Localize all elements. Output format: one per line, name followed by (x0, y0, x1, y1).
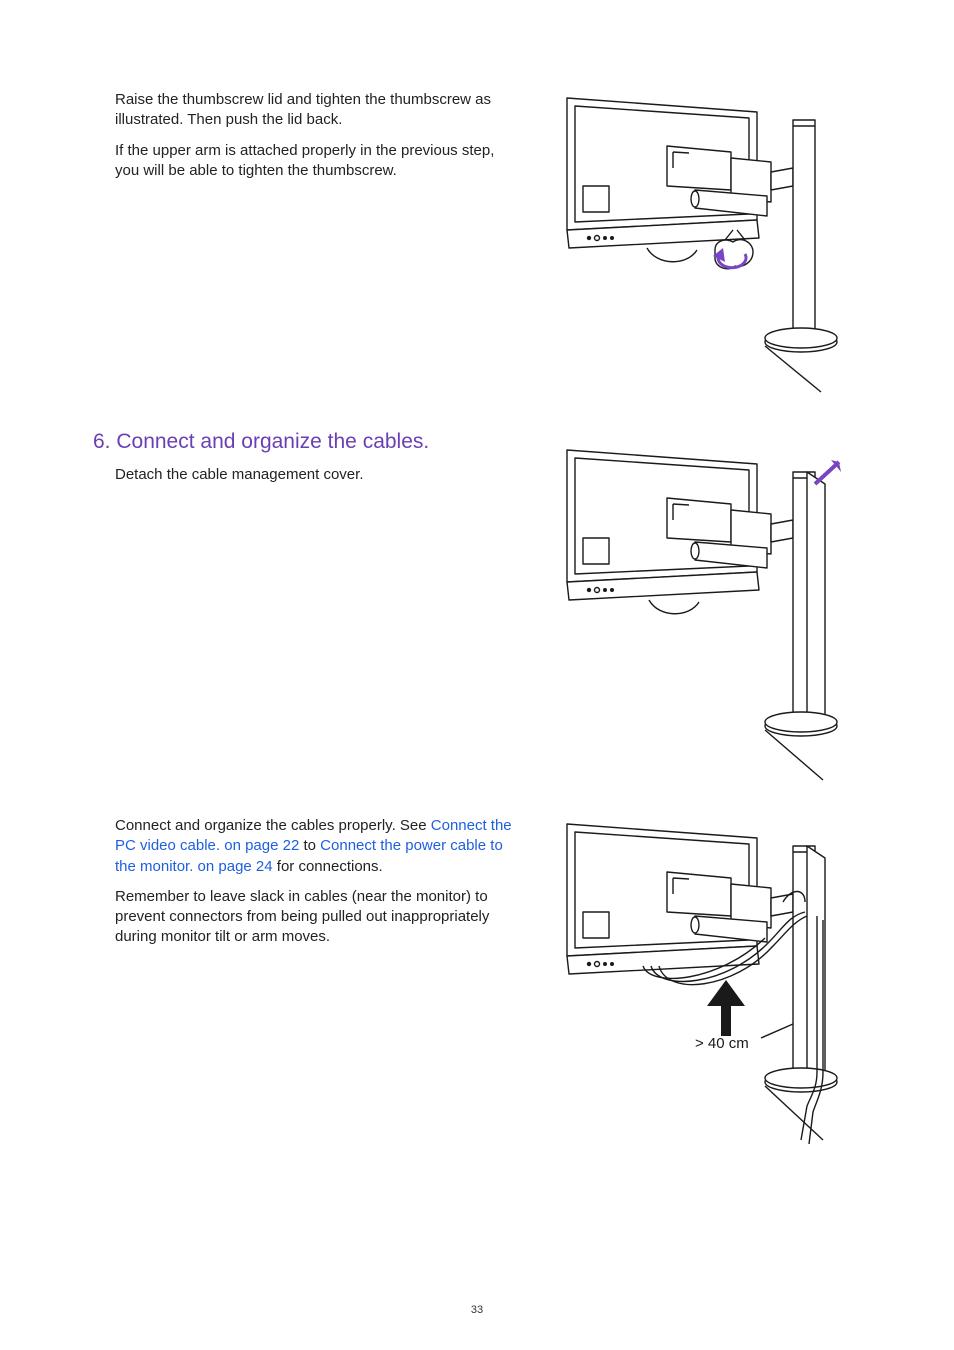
block-3-p1-a: Connect and organize the cables properly… (115, 817, 431, 834)
block-3-figure: > 40 cm (539, 816, 854, 1156)
block-3-p1: Connect and organize the cables properly… (115, 816, 515, 877)
block-3-p2: Remember to leave slack in cables (near … (115, 887, 515, 948)
page-number: 33 (0, 1304, 954, 1316)
block-1: Raise the thumbscrew lid and tighten the… (115, 90, 854, 400)
block-3-text: Connect and organize the cables properly… (115, 816, 515, 1156)
block-1-text: Raise the thumbscrew lid and tighten the… (115, 90, 515, 400)
block-2: 6. Connect and organize the cables. Deta… (115, 428, 854, 788)
figure-cables: > 40 cm (547, 816, 847, 1156)
block-3: Connect and organize the cables properly… (115, 816, 854, 1156)
block-2-p1: Detach the cable management cover. (115, 465, 515, 485)
block-3-p1-c: for connections. (277, 858, 383, 875)
block-2-text: 6. Connect and organize the cables. Deta… (115, 428, 515, 788)
block-3-p1-b: to (303, 837, 320, 854)
block-1-p2: If the upper arm is attached properly in… (115, 141, 515, 182)
block-2-figure (539, 428, 854, 788)
block-1-figure (539, 90, 854, 400)
callout-40cm: > 40 cm (695, 1035, 749, 1052)
block-1-p1: Raise the thumbscrew lid and tighten the… (115, 90, 515, 131)
page: Raise the thumbscrew lid and tighten the… (0, 0, 954, 1350)
figure-thumbscrew (547, 90, 847, 400)
figure-detach-cover (547, 428, 847, 788)
step-6-heading: 6. Connect and organize the cables. (93, 428, 515, 455)
